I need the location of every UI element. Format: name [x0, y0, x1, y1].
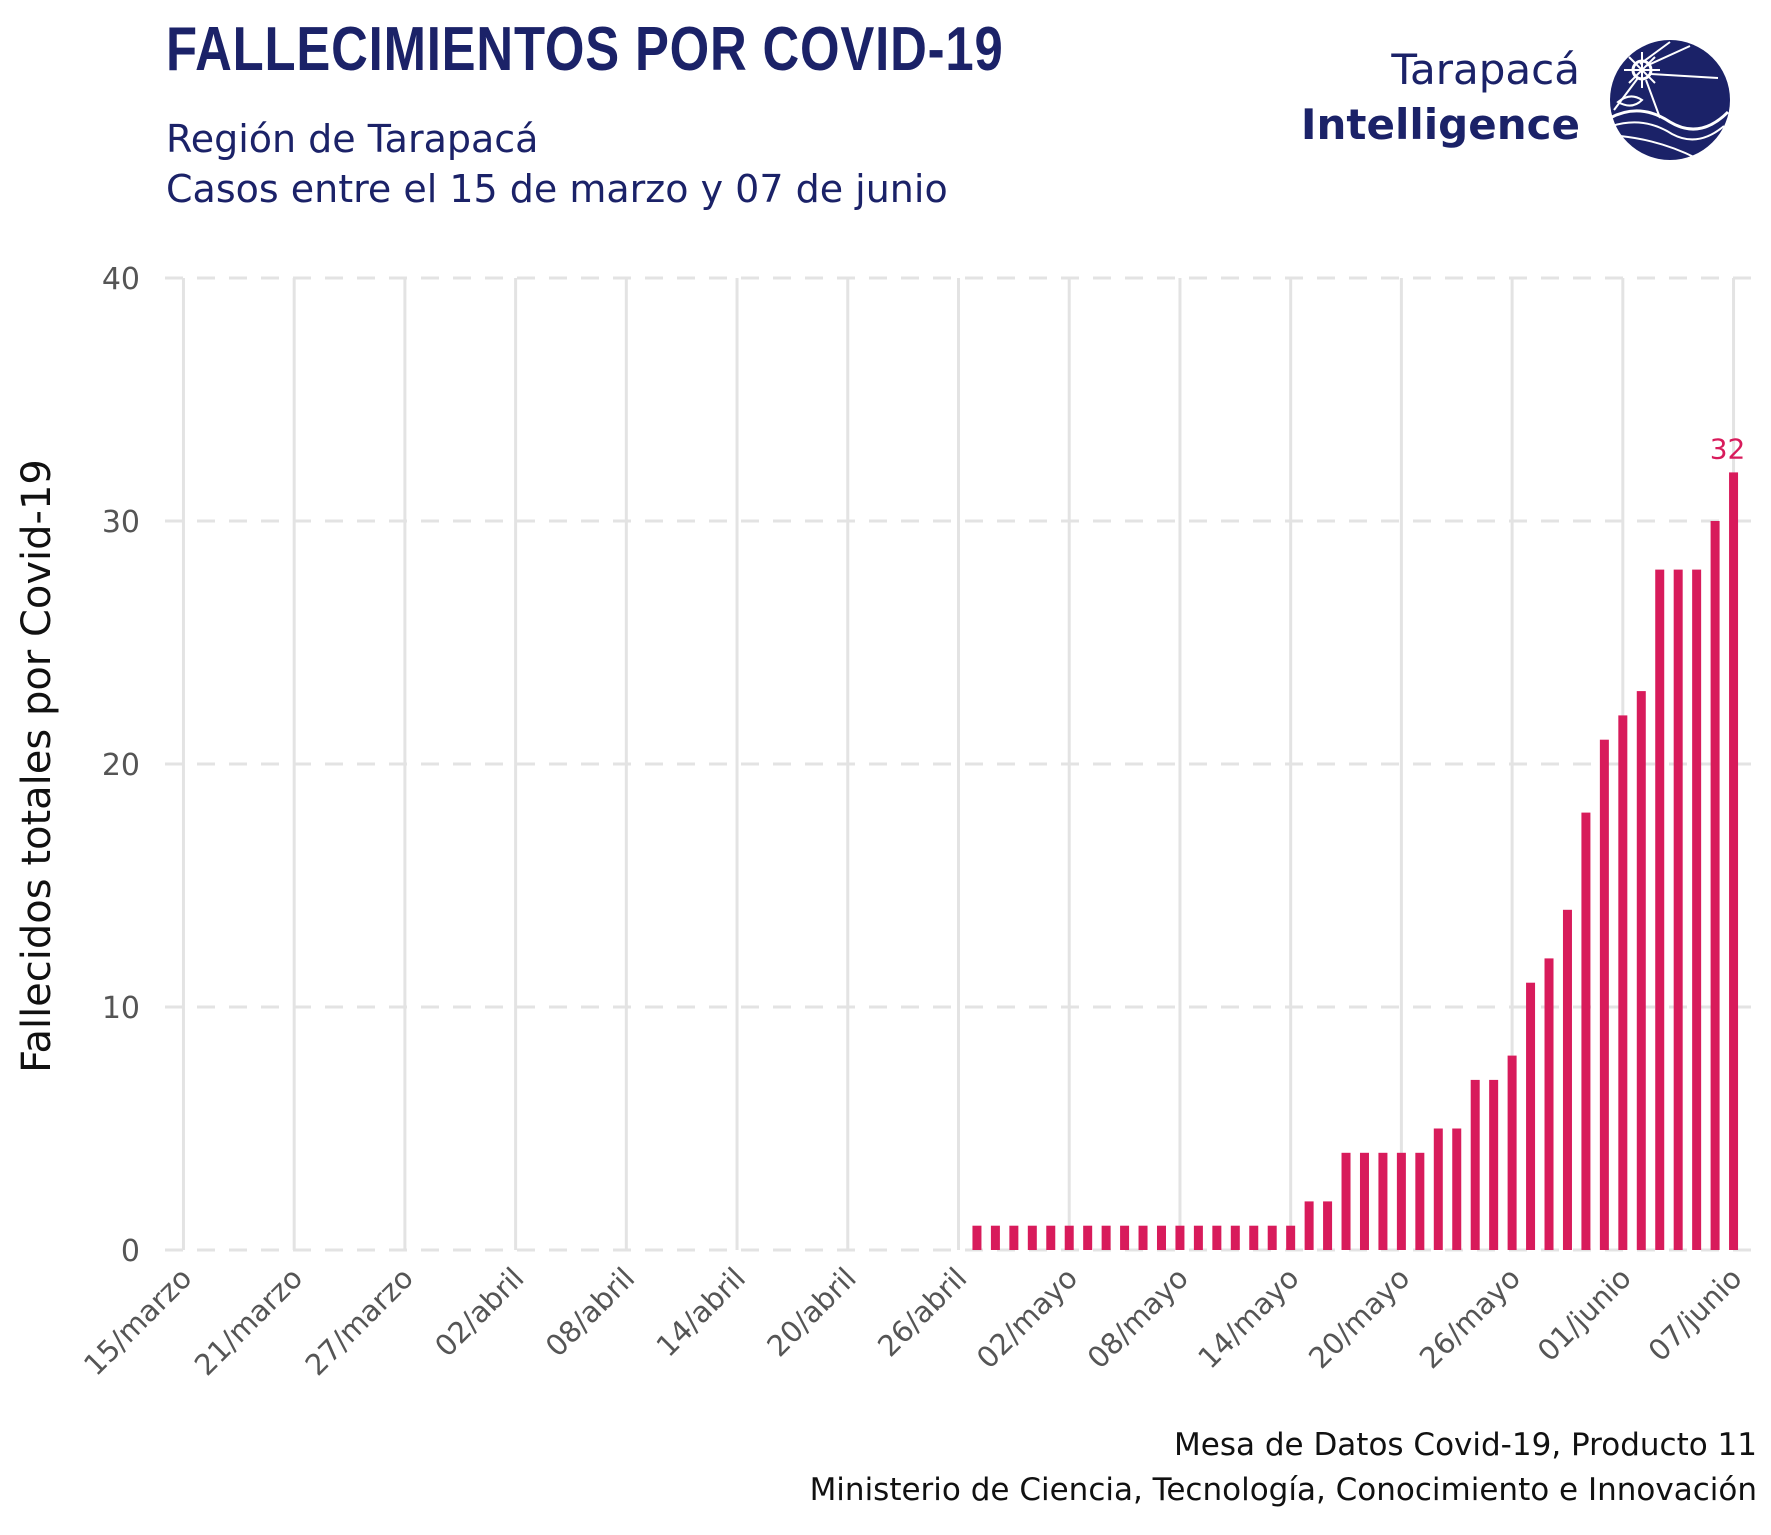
bar-2020-05-20 — [1396, 1152, 1406, 1250]
y-tick-label-40: 40 — [102, 262, 140, 297]
bar-2020-04-29 — [1009, 1225, 1019, 1250]
x-tick-label-0: 15/marzo — [77, 1261, 198, 1382]
x-tick-label-4: 08/abril — [539, 1261, 641, 1363]
bar-2020-05-11 — [1230, 1225, 1240, 1250]
vertical-grid-lines — [181, 278, 1736, 1250]
bar-2020-05-28 — [1544, 958, 1554, 1250]
bar-2020-05-25 — [1489, 1079, 1499, 1250]
source-caption-line2: Ministerio de Ciencia, Tecnología, Conoc… — [809, 1472, 1757, 1508]
horizontal-grid-lines — [165, 276, 1752, 1252]
bar-series — [972, 472, 1739, 1250]
bar-2020-05-31 — [1599, 739, 1609, 1250]
bar-2020-05-05 — [1120, 1225, 1130, 1250]
tarapaca-intelligence-logo: Tarapacá Intelligence — [1290, 30, 1750, 180]
y-tick-label-30: 30 — [102, 505, 140, 540]
bar-2020-04-27 — [972, 1225, 982, 1250]
bar-2020-05-26 — [1507, 1055, 1517, 1250]
x-tick-label-7: 26/abril — [871, 1261, 973, 1363]
chart-subtitle-date-range: Casos entre el 15 de marzo y 07 de junio — [166, 167, 948, 211]
bar-value-label-0: 32 — [1710, 432, 1746, 465]
x-tick-label-8: 02/mayo — [970, 1261, 1084, 1375]
bar-2020-05-13 — [1267, 1225, 1277, 1250]
bar-2020-05-29 — [1562, 909, 1572, 1250]
y-tick-label-10: 10 — [102, 991, 140, 1026]
bar-2020-05-16 — [1323, 1201, 1333, 1250]
bar-2020-05-27 — [1526, 982, 1536, 1250]
bar-2020-05-17 — [1341, 1152, 1351, 1250]
bar-2020-05-30 — [1581, 812, 1591, 1250]
bar-2020-05-19 — [1378, 1152, 1388, 1250]
x-tick-label-13: 01/junio — [1531, 1261, 1638, 1368]
bar-2020-05-01 — [1046, 1225, 1056, 1250]
bar-2020-05-10 — [1212, 1225, 1222, 1250]
x-tick-label-9: 08/mayo — [1081, 1261, 1195, 1375]
logo-text-tarapaca: Tarapacá — [1391, 45, 1580, 94]
y-tick-label-20: 20 — [102, 748, 140, 783]
bar-2020-05-04 — [1101, 1225, 1111, 1250]
x-tick-label-14: 07/junio — [1642, 1261, 1749, 1368]
bar-2020-06-01 — [1618, 715, 1628, 1250]
compass-globe-icon — [1609, 40, 1730, 160]
bar-2020-06-06 — [1710, 521, 1720, 1250]
bar-2020-05-21 — [1415, 1152, 1425, 1250]
logo-text-intelligence: Intelligence — [1300, 100, 1580, 149]
bar-2020-05-08 — [1175, 1225, 1185, 1250]
bar-2020-06-05 — [1692, 569, 1702, 1250]
bar-2020-05-06 — [1138, 1225, 1148, 1250]
x-tick-label-3: 02/abril — [428, 1261, 530, 1363]
bar-2020-04-30 — [1027, 1225, 1037, 1250]
bar-2020-05-18 — [1359, 1152, 1369, 1250]
bar-2020-05-09 — [1193, 1225, 1203, 1250]
bar-2020-06-07 — [1729, 472, 1739, 1250]
bar-2020-06-02 — [1636, 691, 1646, 1250]
bar-2020-06-03 — [1655, 569, 1665, 1250]
chart-subtitle-region: Región de Tarapacá — [166, 117, 539, 161]
y-axis-label: Fallecidos totales por Covid-19 — [14, 459, 60, 1073]
x-tick-label-6: 20/abril — [760, 1261, 862, 1363]
x-tick-label-11: 20/mayo — [1302, 1261, 1416, 1375]
y-tick-label-0: 0 — [121, 1234, 140, 1269]
bar-2020-05-22 — [1433, 1128, 1443, 1250]
bar-2020-05-07 — [1156, 1225, 1166, 1250]
bar-2020-04-28 — [990, 1225, 1000, 1250]
x-tick-label-12: 26/mayo — [1413, 1261, 1527, 1375]
x-tick-label-1: 21/marzo — [188, 1261, 309, 1382]
bar-2020-05-02 — [1064, 1225, 1074, 1250]
bar-2020-05-24 — [1470, 1079, 1480, 1250]
y-axis-ticks: 0 10 20 30 40 — [102, 262, 140, 1269]
bar-2020-05-12 — [1249, 1225, 1259, 1250]
bar-value-labels: 32 — [1710, 432, 1746, 465]
x-tick-label-2: 27/marzo — [299, 1261, 420, 1382]
x-tick-label-5: 14/abril — [650, 1261, 752, 1363]
bar-2020-06-04 — [1673, 569, 1683, 1250]
bar-2020-05-03 — [1083, 1225, 1093, 1250]
chart-title: FALLECIMIENTOS POR COVID-19 — [166, 15, 1004, 84]
bar-2020-05-23 — [1452, 1128, 1462, 1250]
x-tick-label-10: 14/mayo — [1191, 1261, 1305, 1375]
source-caption-line1: Mesa de Datos Covid-19, Producto 11 — [1174, 1427, 1757, 1463]
bar-2020-05-14 — [1286, 1225, 1296, 1250]
bar-2020-05-15 — [1304, 1201, 1314, 1250]
